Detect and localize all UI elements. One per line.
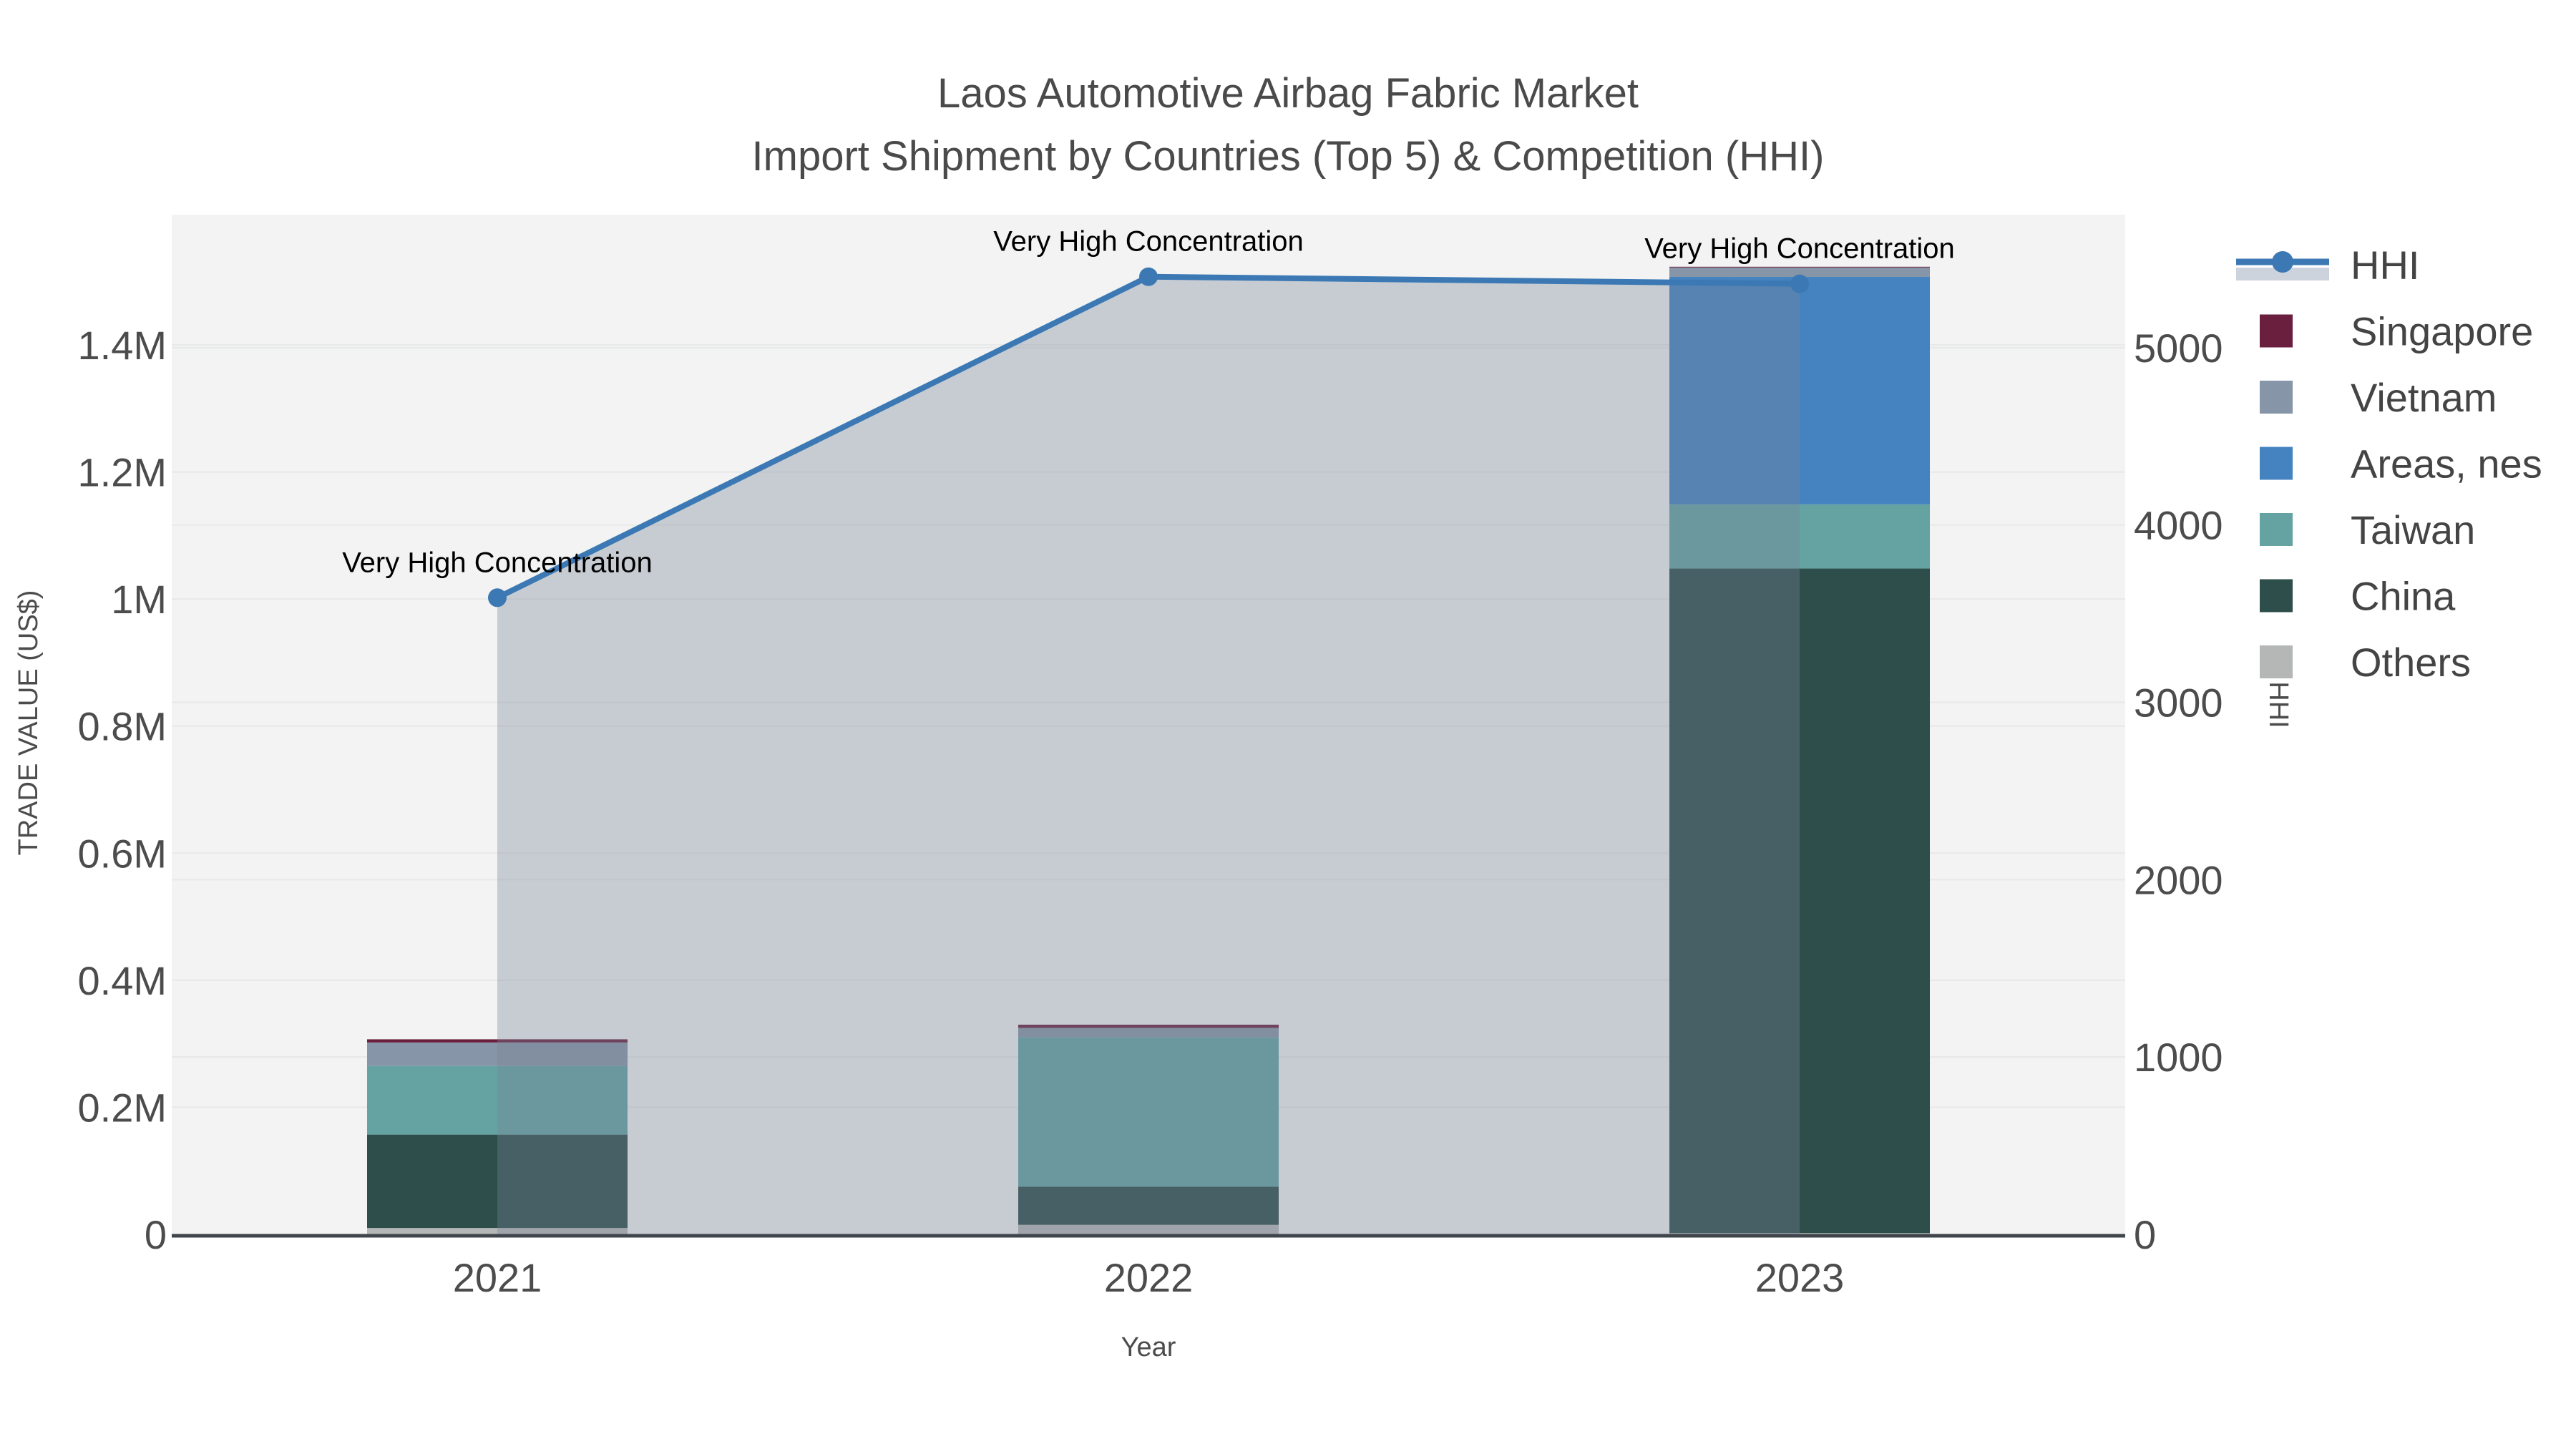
x-tick-label-2023: 2023 [1755, 1255, 1845, 1300]
hhi-marker-swatch [2272, 251, 2293, 273]
y-left-tick-label: 0.8M [78, 704, 167, 749]
legend-label: China [2351, 574, 2456, 619]
chart-title-line1: Laos Automotive Airbag Fabric Market [937, 70, 1639, 117]
y-right-axis-title: HHI [2263, 681, 2293, 728]
y-left-tick-label: 1.2M [78, 450, 167, 495]
legend-item-vietnam[interactable]: Vietnam [2260, 375, 2497, 420]
x-tick-label-2022: 2022 [1104, 1255, 1194, 1300]
chart-title-line2: Import Shipment by Countries (Top 5) & C… [752, 133, 1825, 180]
y-right-tick-label: 2000 [2134, 857, 2223, 902]
hhi-fill-swatch [2236, 268, 2329, 280]
y-left-tick-label: 0.2M [78, 1085, 167, 1130]
bar-2022-others[interactable] [1018, 1224, 1279, 1234]
annotation-2021: Very High Concentration [342, 547, 653, 578]
legend-item-others[interactable]: Others [2260, 640, 2471, 685]
legend-item-singapore[interactable]: Singapore [2260, 309, 2533, 354]
bar-2021-others[interactable] [367, 1228, 628, 1234]
legend-item-areas-nes[interactable]: Areas, nes [2260, 441, 2542, 487]
bar-2021-singapore[interactable] [367, 1039, 628, 1043]
y-left-axis-title: TRADE VALUE (US$) [14, 590, 44, 856]
bar-2022-china[interactable] [1018, 1186, 1279, 1225]
x-tick-label-2021: 2021 [453, 1255, 542, 1300]
legend-label: Singapore [2351, 309, 2533, 354]
bar-2023-others[interactable] [1669, 1233, 1930, 1234]
x-axis-title: Year [1121, 1332, 1176, 1362]
bar-2023-china[interactable] [1669, 568, 1930, 1234]
y-left-tick-label: 1M [111, 577, 167, 622]
y-left-tick-label: 0.4M [78, 958, 167, 1003]
y-right-tick-label: 3000 [2134, 680, 2223, 726]
bar-2022-vietnam[interactable] [1018, 1028, 1279, 1038]
y-left-tick-label: 0 [145, 1212, 167, 1257]
legend-swatch [2260, 579, 2293, 613]
legend-swatch [2260, 645, 2293, 678]
legend-swatch [2260, 381, 2293, 414]
legend: HHI Singapore Vietnam Areas, nes Taiwan China… [2236, 243, 2542, 685]
bar-2021-taiwan[interactable] [367, 1065, 628, 1135]
y-right-tick-label: 0 [2134, 1212, 2156, 1257]
bar-2023-singapore[interactable] [1669, 266, 1930, 268]
bar-2021-china[interactable] [367, 1134, 628, 1229]
bar-2022-taiwan[interactable] [1018, 1037, 1279, 1187]
bar-2023-taiwan[interactable] [1669, 504, 1930, 569]
legend-label: Taiwan [2351, 507, 2475, 552]
hhi-area-fill [497, 276, 1800, 1234]
legend-label: Vietnam [2351, 375, 2497, 420]
legend-label: Others [2351, 640, 2471, 685]
hhi-marker-2022[interactable] [1139, 267, 1158, 286]
hhi-marker-2023[interactable] [1790, 274, 1809, 293]
bar-2022-singapore[interactable] [1018, 1025, 1279, 1028]
bar-2023-areas-nes[interactable] [1669, 277, 1930, 504]
legend-label: Areas, nes [2351, 441, 2542, 487]
legend-item-hhi[interactable]: HHI [2236, 243, 2419, 288]
bar-2023-vietnam[interactable] [1669, 267, 1930, 278]
legend-swatch [2260, 447, 2293, 480]
annotation-2023: Very High Concentration [1644, 233, 1955, 265]
legend-swatch [2260, 314, 2293, 348]
y-right-tick-label: 4000 [2134, 503, 2223, 548]
legend-item-taiwan[interactable]: Taiwan [2260, 507, 2475, 552]
bar-2021-vietnam[interactable] [367, 1042, 628, 1066]
y-left-tick-label: 1.4M [78, 323, 167, 368]
y-right-tick-label: 1000 [2134, 1035, 2223, 1080]
legend-label: HHI [2351, 243, 2419, 288]
legend-swatch [2260, 513, 2293, 546]
annotation-2022: Very High Concentration [993, 226, 1304, 258]
plot-area: Very High Concentration Very High Concent… [78, 215, 2223, 1300]
y-right-tick-label: 5000 [2134, 326, 2223, 371]
y-left-tick-label: 0.6M [78, 831, 167, 876]
legend-item-china[interactable]: China [2260, 574, 2456, 619]
hhi-marker-2021[interactable] [488, 588, 507, 608]
